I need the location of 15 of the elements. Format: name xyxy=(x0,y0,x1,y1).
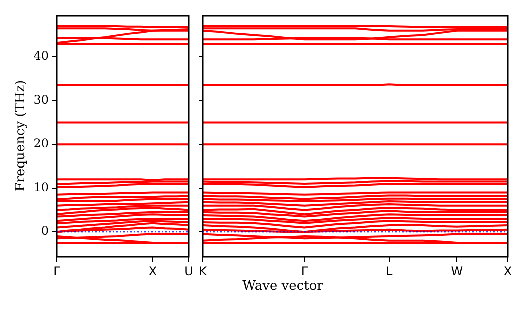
x-tick-label: X xyxy=(148,264,158,278)
y-tick-label: 10 xyxy=(34,180,49,194)
x-tick-label: Γ xyxy=(54,264,61,278)
x-tick-label: X xyxy=(504,264,512,278)
x-tick-label: Γ xyxy=(301,264,308,278)
x-axis-title: Wave vector xyxy=(242,279,324,294)
y-tick-label: 20 xyxy=(34,136,49,151)
x-tick-label: W xyxy=(451,264,464,278)
y-tick-label: 30 xyxy=(34,92,49,107)
y-tick-label: 0 xyxy=(41,224,49,238)
y-axis-title: Frequency (THz) xyxy=(14,80,28,192)
y-tick-label: 40 xyxy=(34,49,49,64)
x-tick-label: K xyxy=(199,264,208,278)
x-tick-label: U xyxy=(184,264,194,278)
x-tick-label: L xyxy=(386,264,394,278)
